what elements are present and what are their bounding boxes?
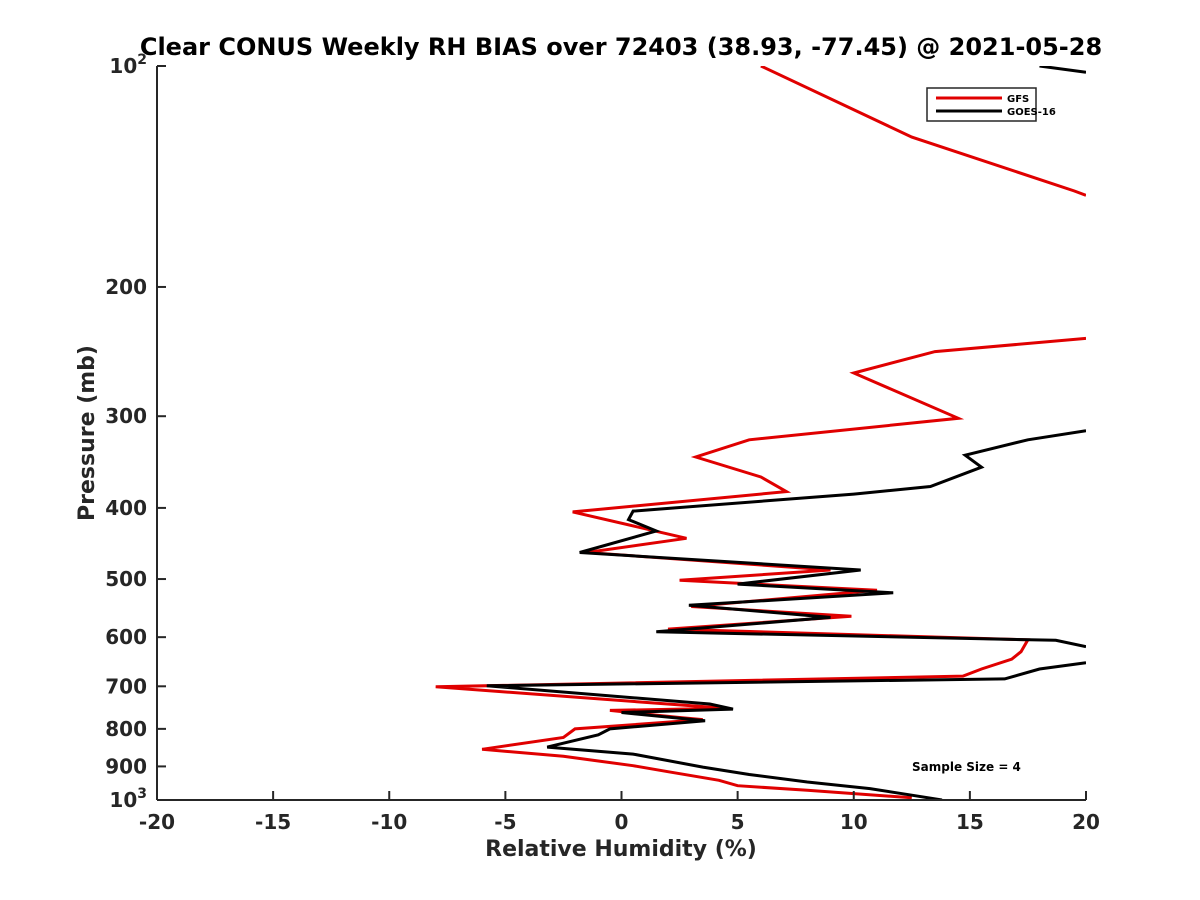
- x-tick-label: 5: [731, 810, 745, 834]
- legend-label-goes-16: GOES-16: [1007, 107, 1056, 118]
- series-line-goes-16: [486, 66, 1086, 800]
- y-tick-label: 900: [105, 754, 147, 778]
- x-tick-label: 20: [1072, 810, 1100, 834]
- x-tick-label: -20: [139, 810, 175, 834]
- y-tick-label: 400: [105, 496, 147, 520]
- x-tick-label: 0: [615, 810, 629, 834]
- chart-title: Clear CONUS Weekly RH BIAS over 72403 (3…: [140, 33, 1102, 61]
- x-tick-label: -10: [371, 810, 407, 834]
- legend-box: [926, 87, 1037, 122]
- series-line-gfs: [435, 66, 1086, 800]
- y-tick-label: 500: [105, 567, 147, 591]
- x-tick-label: -5: [494, 810, 516, 834]
- y-tick-label: 102: [109, 52, 147, 78]
- y-tick-label: 300: [105, 404, 147, 428]
- y-tick-label: 103: [109, 786, 147, 812]
- x-tick-label: 10: [840, 810, 868, 834]
- series-layer: [435, 66, 1086, 800]
- y-tick-label: 800: [105, 717, 147, 741]
- x-axis-label: Relative Humidity (%): [485, 837, 757, 862]
- y-tick-label: 700: [105, 674, 147, 698]
- y-axis-label: Pressure (mb): [75, 345, 100, 521]
- axes: -20 -15 -10 -5 0 5 10 15 20 102 200 300 400 500 600 700…: [105, 52, 1100, 834]
- legend: GFS GOES-16: [926, 87, 1056, 122]
- x-tick-label: 15: [956, 810, 984, 834]
- y-tick-label: 200: [105, 275, 147, 299]
- y-tick-label: 600: [105, 625, 147, 649]
- x-tick-label: -15: [255, 810, 291, 834]
- legend-label-gfs: GFS: [1007, 94, 1029, 105]
- sample-size-annotation: Sample Size = 4: [912, 760, 1021, 774]
